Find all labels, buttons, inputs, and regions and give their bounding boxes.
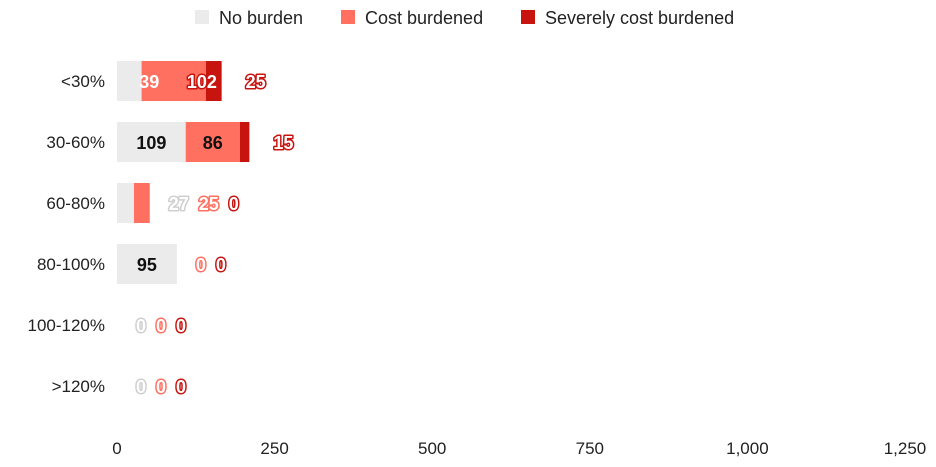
bars <box>117 61 250 284</box>
value-label: 0 <box>176 377 186 397</box>
value-label: 86 <box>203 133 223 153</box>
x-tick-label: 250 <box>260 439 288 458</box>
value-label: 0 <box>156 316 166 336</box>
value-label: 15 <box>273 133 293 153</box>
value-label: 0 <box>229 194 239 214</box>
legend: No burden Cost burdened Severely cost burd… <box>195 8 734 28</box>
value-label-outline: 0 <box>216 255 226 275</box>
value-label: 0 <box>136 316 146 336</box>
bar-segment <box>239 122 250 162</box>
legend-swatch-0 <box>195 10 209 24</box>
bar-segment <box>141 61 206 101</box>
x-tick-label: 500 <box>418 439 446 458</box>
value-label-outline: 25 <box>199 194 219 214</box>
value-label-outline: 0 <box>136 316 146 336</box>
value-label-outline: 102 <box>187 72 217 92</box>
value-label-outline: 25 <box>246 72 266 92</box>
bar-segment <box>117 122 186 162</box>
x-tick-label: 1,250 <box>884 439 927 458</box>
value-label: 0 <box>176 316 186 336</box>
category-label: <30% <box>61 72 105 91</box>
x-tick-label: 1,000 <box>726 439 769 458</box>
x-tick-label: 0 <box>112 439 121 458</box>
value-label: 27 <box>169 194 189 214</box>
legend-swatch-1 <box>341 10 355 24</box>
category-label: 80-100% <box>37 255 105 274</box>
category-label: 100-120% <box>27 316 105 335</box>
value-label: 25 <box>199 194 219 214</box>
value-label: 0 <box>136 377 146 397</box>
bar-segment <box>117 61 142 101</box>
value-label-outline: 15 <box>273 133 293 153</box>
bar-segment <box>134 183 150 223</box>
value-label-outline: 27 <box>169 194 189 214</box>
bar-segment <box>205 61 222 101</box>
value-label-outline: 0 <box>136 377 146 397</box>
x-axis: 0 250 500 750 1,000 1,250 <box>112 439 926 458</box>
value-label-outline: 0 <box>176 316 186 336</box>
category-label: >120% <box>52 377 105 396</box>
value-label-outline: 0 <box>196 255 206 275</box>
value-label: 39 <box>139 72 159 92</box>
bar-segment <box>117 183 135 223</box>
value-label: 0 <box>196 255 206 275</box>
x-tick-label: 750 <box>576 439 604 458</box>
legend-label-2: Severely cost burdened <box>545 8 734 28</box>
value-label: 95 <box>137 255 157 275</box>
value-label: 0 <box>216 255 226 275</box>
category-axis: <30% 30-60% 60-80% 80-100% 100-120% >120% <box>27 72 105 396</box>
value-label: 0 <box>156 377 166 397</box>
value-label-outline: 0 <box>229 194 239 214</box>
bar-segment <box>117 244 177 284</box>
value-label-outline: 0 <box>176 377 186 397</box>
bar-segment <box>185 122 240 162</box>
value-label: 102 <box>187 72 217 92</box>
value-label-outline: 0 <box>156 316 166 336</box>
legend-label-0: No burden <box>219 8 303 28</box>
value-label-outline: 0 <box>156 377 166 397</box>
category-label: 30-60% <box>46 133 105 152</box>
category-label: 60-80% <box>46 194 105 213</box>
value-label: 109 <box>136 133 166 153</box>
legend-swatch-2 <box>521 10 535 24</box>
value-label: 25 <box>246 72 266 92</box>
legend-label-1: Cost burdened <box>365 8 483 28</box>
